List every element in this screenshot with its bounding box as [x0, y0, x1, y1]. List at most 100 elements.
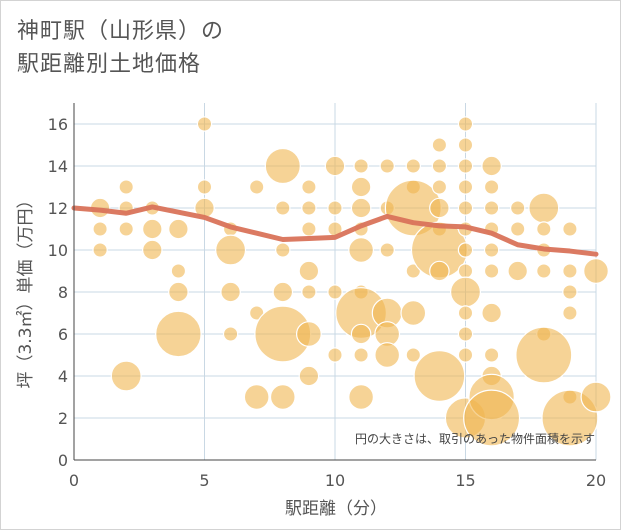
- y-tick-label: 16: [48, 115, 68, 134]
- bubble-point: [405, 347, 421, 363]
- bubble-series: [89, 116, 612, 447]
- bubble-point: [457, 137, 474, 153]
- bubble-point: [275, 200, 291, 216]
- bubble-point: [264, 147, 301, 185]
- bubble-point: [298, 365, 320, 387]
- bubble-point: [222, 326, 239, 342]
- bubble-point: [463, 389, 521, 447]
- bubble-point: [431, 179, 448, 195]
- bubble-point: [536, 221, 552, 237]
- bubble-point: [118, 179, 134, 195]
- x-tick-label: 5: [199, 471, 209, 490]
- bubble-point: [583, 258, 609, 284]
- bubble-point: [348, 237, 375, 263]
- bubble-point: [168, 281, 189, 303]
- bubble-point: [327, 200, 343, 216]
- bubble-size-note: 円の大きさは、取引のあった物件面積を示す: [355, 431, 595, 446]
- bubble-point: [301, 221, 317, 237]
- bubble-point: [110, 360, 142, 392]
- bubble-point: [431, 158, 448, 174]
- bubble-point: [196, 179, 213, 195]
- bubble-point: [350, 323, 372, 345]
- bubble-point: [481, 302, 502, 324]
- bubble-point: [324, 155, 346, 177]
- bubble-point: [272, 281, 294, 303]
- y-tick-label: 4: [58, 367, 68, 386]
- bubble-point: [374, 342, 401, 368]
- bubble-point: [483, 179, 500, 195]
- trend-series: [71, 204, 599, 257]
- bubble-point: [431, 137, 448, 153]
- y-tick-label: 6: [58, 325, 68, 344]
- bubble-point: [483, 200, 500, 216]
- x-tick-label: 10: [325, 471, 345, 490]
- axes: 0 5 10 15 20 0 2 4 6 8 10 12 14 16: [48, 103, 606, 490]
- bubble-point: [155, 310, 202, 358]
- bubble-point: [429, 197, 450, 219]
- bubble-point: [457, 200, 474, 216]
- x-tick-label: 20: [586, 471, 606, 490]
- y-tick-label: 10: [48, 241, 68, 260]
- bubble-point: [457, 116, 474, 132]
- y-tick-label: 8: [58, 283, 68, 302]
- y-tick-label: 12: [48, 199, 68, 218]
- bubble-point: [562, 284, 578, 300]
- bubble-point: [483, 263, 500, 279]
- bubble-point: [170, 263, 187, 279]
- bubble-point: [457, 305, 474, 321]
- y-tick-label: 0: [58, 451, 68, 470]
- y-tick-label: 14: [48, 157, 68, 176]
- bubble-point: [327, 284, 343, 300]
- bubble-point: [248, 179, 265, 195]
- bubble-point: [301, 200, 317, 216]
- bubble-point: [142, 218, 163, 240]
- x-tick-label: 15: [455, 471, 475, 490]
- bubble-point: [92, 221, 108, 237]
- bubble-point: [562, 221, 578, 237]
- bubble-point: [220, 281, 241, 303]
- bubble-point: [243, 384, 270, 410]
- bubble-point: [510, 221, 526, 237]
- bubble-point: [298, 260, 320, 282]
- bubble-point: [481, 155, 502, 177]
- bubble-point: [457, 326, 474, 342]
- bubble-point: [429, 260, 450, 282]
- bubble-point: [536, 263, 552, 279]
- bubble-point: [296, 321, 322, 347]
- bubble-point: [457, 158, 474, 174]
- bubble-point: [168, 218, 189, 240]
- bubble-point: [353, 158, 369, 174]
- x-tick-label: 0: [69, 471, 79, 490]
- bubble-point: [196, 116, 213, 132]
- bubble-point: [301, 284, 317, 300]
- trend-line: [71, 204, 599, 257]
- bubble-point: [301, 179, 317, 195]
- y-tick-label: 2: [58, 409, 68, 428]
- chart-title-line1: 神町駅（山形県）の: [17, 19, 225, 44]
- bubble-point: [275, 242, 291, 258]
- bubble-point: [580, 381, 612, 413]
- bubble-point: [379, 242, 395, 258]
- bubble-point: [379, 158, 395, 174]
- bubble-point: [450, 276, 482, 308]
- bubble-point: [142, 239, 163, 261]
- bubble-point: [510, 200, 526, 216]
- y-axis-label: 坪（3.3㎡）単価（万円）: [16, 191, 36, 388]
- chart-title: 神町駅（山形県）の 駅距離別土地価格: [17, 15, 224, 81]
- bubble-point: [400, 300, 427, 326]
- bubble-point: [413, 350, 466, 402]
- bubble-point: [327, 347, 343, 363]
- bubble-point: [515, 326, 573, 384]
- bubble-point: [483, 347, 500, 363]
- bubble-point: [457, 179, 474, 195]
- bubble-point: [528, 192, 560, 224]
- bubble-point: [118, 221, 134, 237]
- bubble-point: [457, 242, 474, 258]
- bubble-point: [92, 242, 108, 258]
- bubble-point: [348, 384, 375, 410]
- bubble-point: [405, 158, 421, 174]
- bubble-point: [562, 263, 578, 279]
- bubble-point: [269, 384, 296, 410]
